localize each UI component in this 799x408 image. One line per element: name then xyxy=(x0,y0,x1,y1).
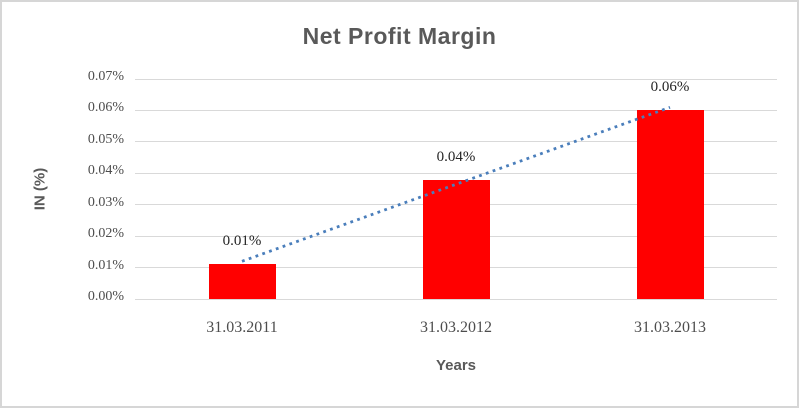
y-axis-tick-label: 0.03% xyxy=(87,194,124,210)
bar xyxy=(422,179,490,299)
y-axis-tick-label: 0.00% xyxy=(87,289,124,304)
bar xyxy=(636,110,704,299)
bar xyxy=(208,264,276,299)
y-axis-tick-label: 0.06% xyxy=(87,100,124,116)
x-axis-title: Years xyxy=(435,357,477,374)
y-axis-tick-label: 0.07% xyxy=(87,69,124,84)
y-axis-tick-label: 0.05% xyxy=(87,131,124,147)
x-axis-category-label: 31.03.2013 xyxy=(634,319,706,336)
data-label: 0.06% xyxy=(650,79,690,96)
gridline xyxy=(135,298,777,300)
y-axis-tick-label: 0.04% xyxy=(87,163,124,179)
y-axis-tick-label: 0.01% xyxy=(87,257,124,273)
data-label: 0.04% xyxy=(436,148,476,165)
data-label: 0.01% xyxy=(222,233,262,250)
x-axis-category-label: 31.03.2012 xyxy=(420,319,492,336)
x-axis-category-label: 31.03.2011 xyxy=(206,319,278,336)
y-axis-tick-label: 0.02% xyxy=(87,226,124,242)
gridline xyxy=(135,78,777,80)
chart-title: Net Profit Margin xyxy=(302,23,497,49)
